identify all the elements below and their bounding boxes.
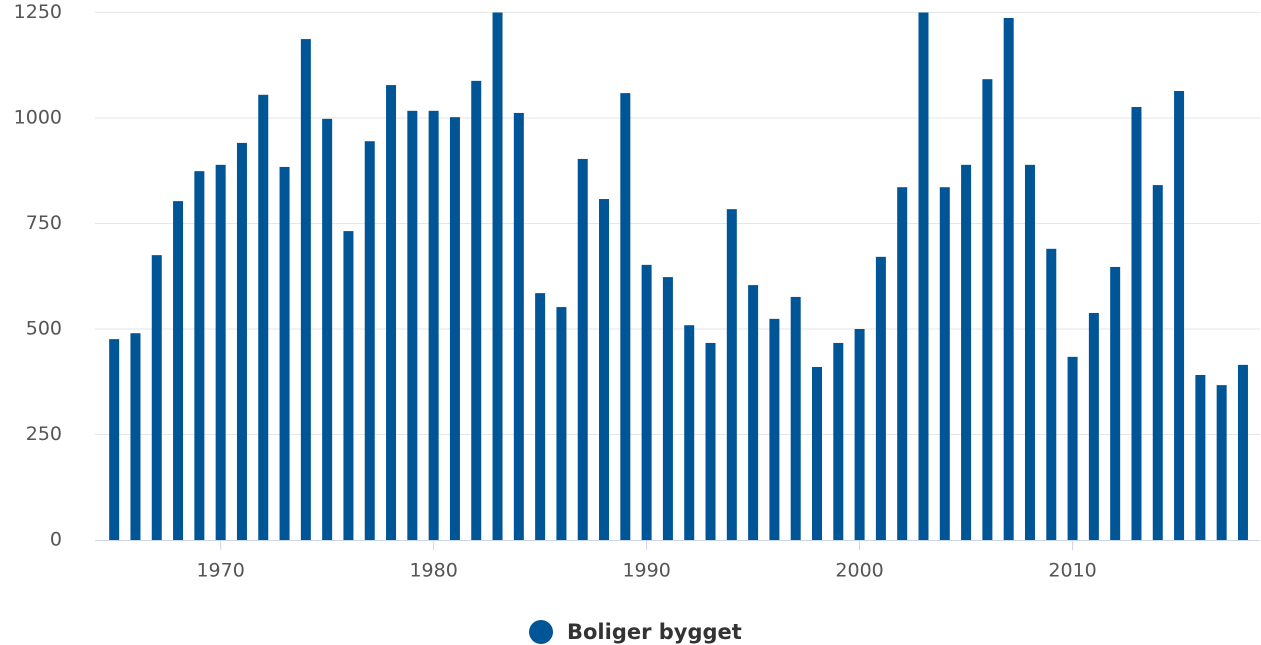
bar bbox=[215, 164, 226, 541]
y-tick-label: 1250 bbox=[14, 1, 62, 23]
bar bbox=[875, 256, 886, 540]
bar bbox=[1237, 364, 1248, 540]
bar bbox=[1024, 164, 1035, 541]
grid bbox=[95, 12, 1260, 435]
bar bbox=[982, 79, 993, 541]
bar bbox=[939, 187, 950, 540]
x-tick-label: 1990 bbox=[622, 560, 670, 582]
bar bbox=[279, 166, 290, 540]
bar bbox=[407, 110, 418, 541]
bar bbox=[599, 199, 610, 541]
bar bbox=[258, 94, 269, 540]
bar bbox=[1088, 312, 1099, 540]
x-tick-label: 1970 bbox=[196, 560, 244, 582]
bar bbox=[194, 171, 205, 540]
bar bbox=[513, 112, 524, 540]
x-tick-label: 1980 bbox=[409, 560, 457, 582]
bar bbox=[173, 201, 184, 540]
y-tick-label: 0 bbox=[50, 529, 62, 551]
bar bbox=[854, 329, 865, 540]
bar bbox=[364, 141, 375, 540]
y-tick-label: 250 bbox=[26, 423, 62, 445]
bar bbox=[1003, 17, 1014, 540]
bar bbox=[1152, 185, 1163, 540]
bar bbox=[705, 342, 716, 540]
bar bbox=[1110, 266, 1121, 540]
bar bbox=[556, 307, 567, 540]
bar bbox=[130, 333, 141, 540]
legend-marker bbox=[529, 620, 553, 644]
x-tick-label: 2000 bbox=[835, 560, 883, 582]
bar bbox=[897, 187, 908, 540]
bar bbox=[662, 277, 673, 540]
bar bbox=[471, 80, 482, 540]
bar bbox=[918, 12, 929, 540]
bar bbox=[535, 293, 546, 540]
bar bbox=[386, 85, 397, 541]
y-tick-label: 500 bbox=[26, 318, 62, 340]
bar bbox=[726, 209, 737, 541]
bar bbox=[790, 296, 801, 540]
y-tick-label: 750 bbox=[26, 212, 62, 234]
bar bbox=[109, 339, 120, 540]
bar bbox=[961, 164, 972, 541]
bar bbox=[1216, 385, 1227, 540]
bar bbox=[492, 12, 503, 540]
y-tick-label: 1000 bbox=[14, 107, 62, 129]
bar bbox=[428, 110, 439, 541]
bar bbox=[236, 142, 247, 540]
bar bbox=[1046, 248, 1057, 540]
bar bbox=[748, 285, 759, 540]
legend: Boliger bygget bbox=[529, 620, 742, 644]
bar bbox=[151, 255, 162, 540]
bar bbox=[577, 158, 588, 540]
bar bbox=[1067, 356, 1078, 540]
bar bbox=[343, 231, 354, 540]
bar bbox=[1174, 90, 1185, 540]
bar bbox=[620, 93, 631, 541]
bar bbox=[812, 366, 823, 540]
bar bbox=[322, 118, 333, 541]
bar bbox=[769, 318, 780, 540]
bars bbox=[109, 12, 1248, 541]
bar bbox=[449, 117, 460, 540]
x-tick-label: 2010 bbox=[1048, 560, 1096, 582]
bar bbox=[300, 39, 311, 540]
bar bbox=[1195, 374, 1206, 540]
bar bbox=[1131, 107, 1142, 540]
bar bbox=[684, 325, 695, 540]
axes: 0 250 500 750 1000 1250 1970 1980 1990 2000 2010 bbox=[14, 1, 1260, 582]
bar bbox=[833, 342, 844, 540]
bar bbox=[641, 264, 652, 540]
legend-label: Boliger bygget bbox=[567, 620, 742, 644]
